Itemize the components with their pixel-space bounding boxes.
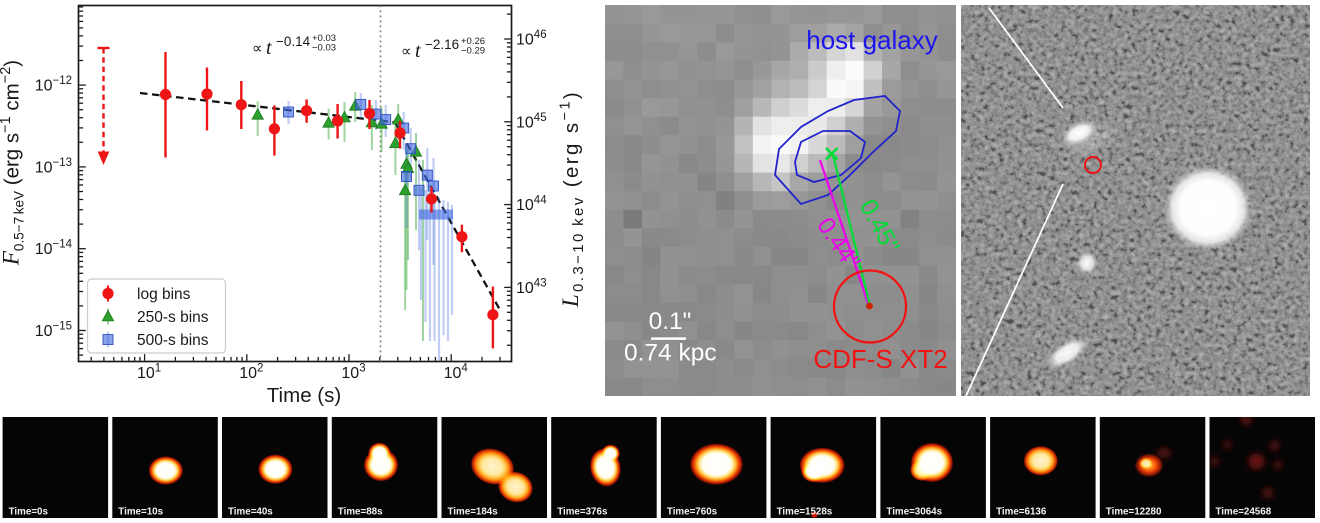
- svg-text:Time=40s: Time=40s: [228, 507, 273, 518]
- svg-text:Time=184s: Time=184s: [448, 507, 499, 518]
- svg-text:F0.5−7 keV (erg s−1 cm−2): F0.5−7 keV (erg s−1 cm−2): [0, 60, 27, 266]
- svg-text:Time=760s: Time=760s: [667, 507, 718, 518]
- svg-text:−2.16: −2.16: [425, 37, 459, 52]
- svg-text:Time=12280: Time=12280: [1106, 507, 1162, 518]
- svg-text:Time=88s: Time=88s: [338, 507, 383, 518]
- svg-text:Time=3064s: Time=3064s: [886, 507, 942, 518]
- svg-text:L0.3−10 kev (erg s−1): L0.3−10 kev (erg s−1): [558, 90, 588, 308]
- svg-text:Time=6136: Time=6136: [996, 507, 1047, 518]
- svg-text:−0.29: −0.29: [461, 46, 485, 57]
- svg-text:−0.14: −0.14: [276, 34, 311, 49]
- svg-text:+0.26: +0.26: [461, 36, 485, 47]
- svg-text:log bins: log bins: [137, 286, 191, 303]
- svg-text:+0.03: +0.03: [312, 33, 336, 44]
- svg-text:t: t: [266, 37, 272, 59]
- svg-text:0.74 kpc: 0.74 kpc: [624, 340, 717, 367]
- svg-text:∝: ∝: [401, 43, 412, 60]
- svg-text:250-s bins: 250-s bins: [137, 309, 209, 326]
- svg-text:t: t: [415, 40, 421, 62]
- svg-text:Time=10s: Time=10s: [118, 507, 163, 518]
- svg-text:0.1": 0.1": [649, 308, 692, 335]
- svg-text:host galaxy: host galaxy: [806, 25, 938, 55]
- svg-text:500-s bins: 500-s bins: [137, 332, 209, 349]
- svg-text:−0.03: −0.03: [312, 43, 336, 54]
- svg-text:Time=24568: Time=24568: [1216, 507, 1272, 518]
- svg-text:Time (s): Time (s): [267, 384, 341, 407]
- svg-text:Time=376s: Time=376s: [557, 507, 608, 518]
- svg-text:∝: ∝: [252, 40, 263, 57]
- svg-text:Time=0s: Time=0s: [9, 507, 49, 518]
- svg-text:CDF-S XT2: CDF-S XT2: [813, 344, 947, 374]
- svg-text:Time=1528s: Time=1528s: [777, 507, 833, 518]
